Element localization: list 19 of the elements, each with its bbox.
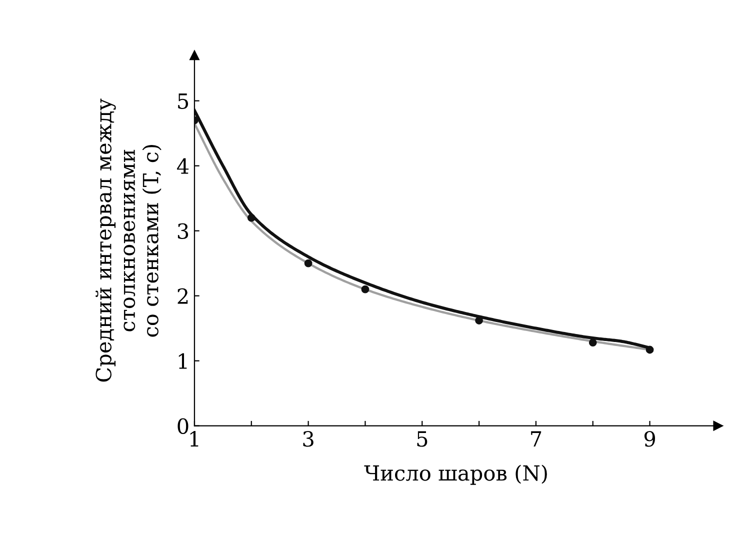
- y-tick-label: 3: [178, 223, 188, 240]
- y-tick-label: 4: [177, 158, 189, 174]
- point: [588, 338, 597, 347]
- x-tick-label: 1: [190, 431, 198, 446]
- point: [475, 316, 483, 324]
- point: [247, 214, 256, 222]
- x-tick-label: 9: [644, 431, 656, 447]
- point: [304, 259, 312, 268]
- x-tick-label: 5: [417, 431, 428, 447]
- point: [361, 285, 370, 294]
- y-axis-title: Средний интервал между столкновениями со стенками (T, с): [96, 98, 162, 382]
- point: [646, 346, 654, 354]
- y-tick-label: 0: [178, 418, 188, 434]
- y-tick-label: 1: [178, 353, 187, 369]
- x-axis-title: Число шаров (N): [364, 464, 547, 485]
- x-tick-label: 7: [531, 431, 542, 446]
- y-tick-label: 2: [178, 288, 188, 304]
- y-tick-label: 5: [178, 94, 188, 110]
- x-tick-label: 3: [303, 431, 314, 447]
